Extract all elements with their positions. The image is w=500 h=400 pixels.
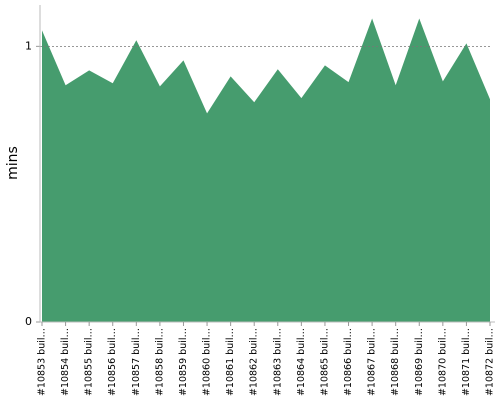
y-tick-label: 1 — [25, 39, 32, 52]
x-tick-label: #10866 buil… — [343, 328, 354, 396]
x-tick-label: #10870 buil… — [437, 328, 448, 396]
x-tick-label: #10856 buil… — [107, 328, 118, 396]
x-tick-label: #10855 buil… — [84, 328, 95, 396]
x-tick-label: #10860 buil… — [202, 328, 213, 396]
x-tick-label: #10854 buil… — [60, 328, 71, 396]
x-tick-label: #10865 buil… — [319, 328, 330, 396]
x-tick-label: #10867 buil… — [367, 328, 378, 396]
x-tick-label: #10857 buil… — [131, 328, 142, 396]
y-tick-label: 0 — [25, 315, 32, 328]
x-tick-label: #10853 buil… — [37, 328, 48, 396]
x-tick-label: #10871 buil… — [461, 328, 472, 396]
x-tick-label: #10861 buil… — [225, 328, 236, 396]
x-tick-label: #10864 buil… — [296, 328, 307, 396]
x-tick-label: #10863 buil… — [272, 328, 283, 396]
x-tick-label: #10869 buil… — [414, 328, 425, 396]
x-tick-label: #10859 buil… — [178, 328, 189, 396]
x-tick-label: #10868 buil… — [390, 328, 401, 396]
x-tick-label: #10858 buil… — [154, 328, 165, 396]
area — [42, 18, 490, 322]
y-axis-label: mins — [5, 146, 21, 180]
x-tick-label: #10862 buil… — [249, 328, 260, 396]
x-tick-label: #10872 buil… — [485, 328, 496, 396]
